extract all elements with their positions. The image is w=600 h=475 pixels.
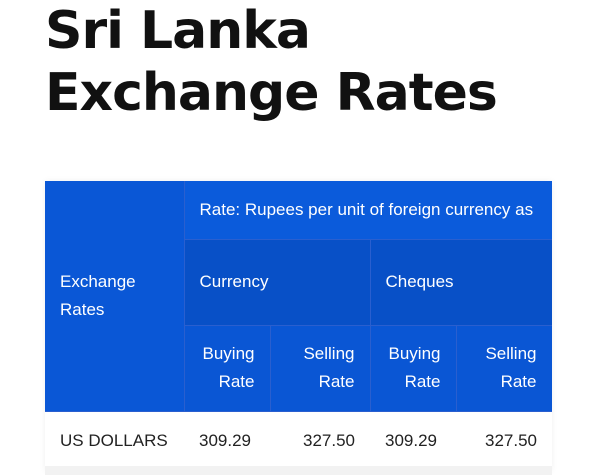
- row-header-label: Exchange Rates: [60, 271, 136, 319]
- rate-note-label: Rate: Rupees per unit of foreign currenc…: [199, 199, 534, 219]
- subheader-label: Buying Rate: [202, 344, 255, 391]
- subheader-currency-selling: Selling Rate: [270, 325, 371, 412]
- subheader-cheques-selling: Selling Rate: [456, 325, 552, 412]
- table-row: US DOLLARS 309.29 327.50 309.29 327.50: [45, 411, 552, 471]
- group-header-currency: Currency: [184, 239, 371, 326]
- currency-buying-rate-cell: 309.29: [184, 411, 270, 471]
- subheader-cheques-buying: Buying Rate: [370, 325, 457, 412]
- exchange-rates-table: Exchange Rates Rate: Rupees per unit of …: [45, 181, 552, 471]
- group-label: Currency: [199, 272, 269, 291]
- subheader-label: Selling Rate: [485, 344, 537, 391]
- group-label: Cheques: [385, 272, 454, 291]
- cheques-selling-rate-cell: 327.50: [456, 411, 552, 471]
- row-header-cell: Exchange Rates: [45, 181, 185, 412]
- currency-name-cell: US DOLLARS: [45, 411, 184, 471]
- exchange-rates-table-container[interactable]: Exchange Rates Rate: Rupees per unit of …: [45, 181, 552, 471]
- rate-note-header: Rate: Rupees per unit of foreign currenc…: [184, 181, 552, 240]
- currency-selling-rate-cell: 327.50: [270, 411, 370, 471]
- subheader-label: Selling Rate: [303, 344, 355, 391]
- subheader-label: Buying Rate: [388, 344, 441, 391]
- group-header-cheques: Cheques: [370, 239, 552, 326]
- page-title: Sri Lanka Exchange Rates: [45, 1, 498, 123]
- subheader-currency-buying: Buying Rate: [184, 325, 271, 412]
- cheques-buying-rate-cell: 309.29: [370, 411, 456, 471]
- table-bottom-strip: [45, 466, 552, 475]
